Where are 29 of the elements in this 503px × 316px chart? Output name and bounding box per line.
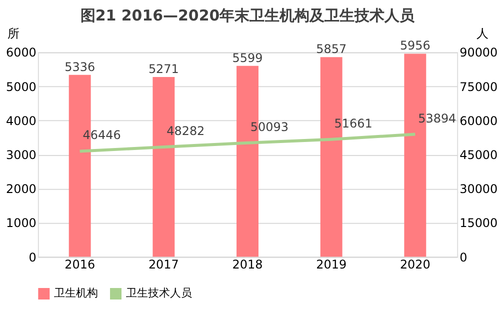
y-tick-label: 0 (28, 250, 36, 264)
y-axis-title: 所 (7, 26, 20, 41)
y2-tick-label: 75000 (460, 80, 498, 94)
legend-label: 卫生机构 (54, 286, 98, 300)
y-tick-label: 3000 (6, 148, 36, 162)
x-tick-label: 2019 (316, 257, 347, 272)
data-label: 5956 (400, 38, 430, 53)
y-tick-label: 5000 (6, 80, 36, 94)
y-tick-label: 6000 (6, 46, 36, 60)
y2-tick-label: 60000 (460, 114, 498, 128)
data-label: 5857 (316, 42, 347, 56)
y2-tick-label: 15000 (460, 216, 498, 230)
y2-axis-title: 人 (476, 26, 489, 41)
legend-label: 卫生技术人员 (126, 286, 192, 300)
y2-tick-label: 30000 (460, 182, 498, 196)
x-tick-label: 2020 (400, 257, 430, 272)
y2-tick-label: 45000 (460, 148, 498, 162)
y-tick-label: 4000 (6, 114, 36, 128)
x-tick-label: 2016 (64, 257, 96, 272)
chart-title: 图21 2016—2020年末卫生机构及卫生技术人员 (80, 6, 416, 24)
y2-tick-label: 90000 (460, 46, 498, 60)
data-label: 5336 (64, 60, 96, 74)
y-tick-label: 1000 (6, 216, 36, 230)
data-label: 5599 (232, 50, 263, 65)
x-tick-label: 2017 (148, 257, 179, 272)
y2-tick-label: 0 (460, 250, 468, 264)
y-tick-label: 2000 (6, 182, 36, 196)
x-tick-label: 2018 (232, 257, 263, 272)
data-label: 5271 (148, 62, 179, 76)
